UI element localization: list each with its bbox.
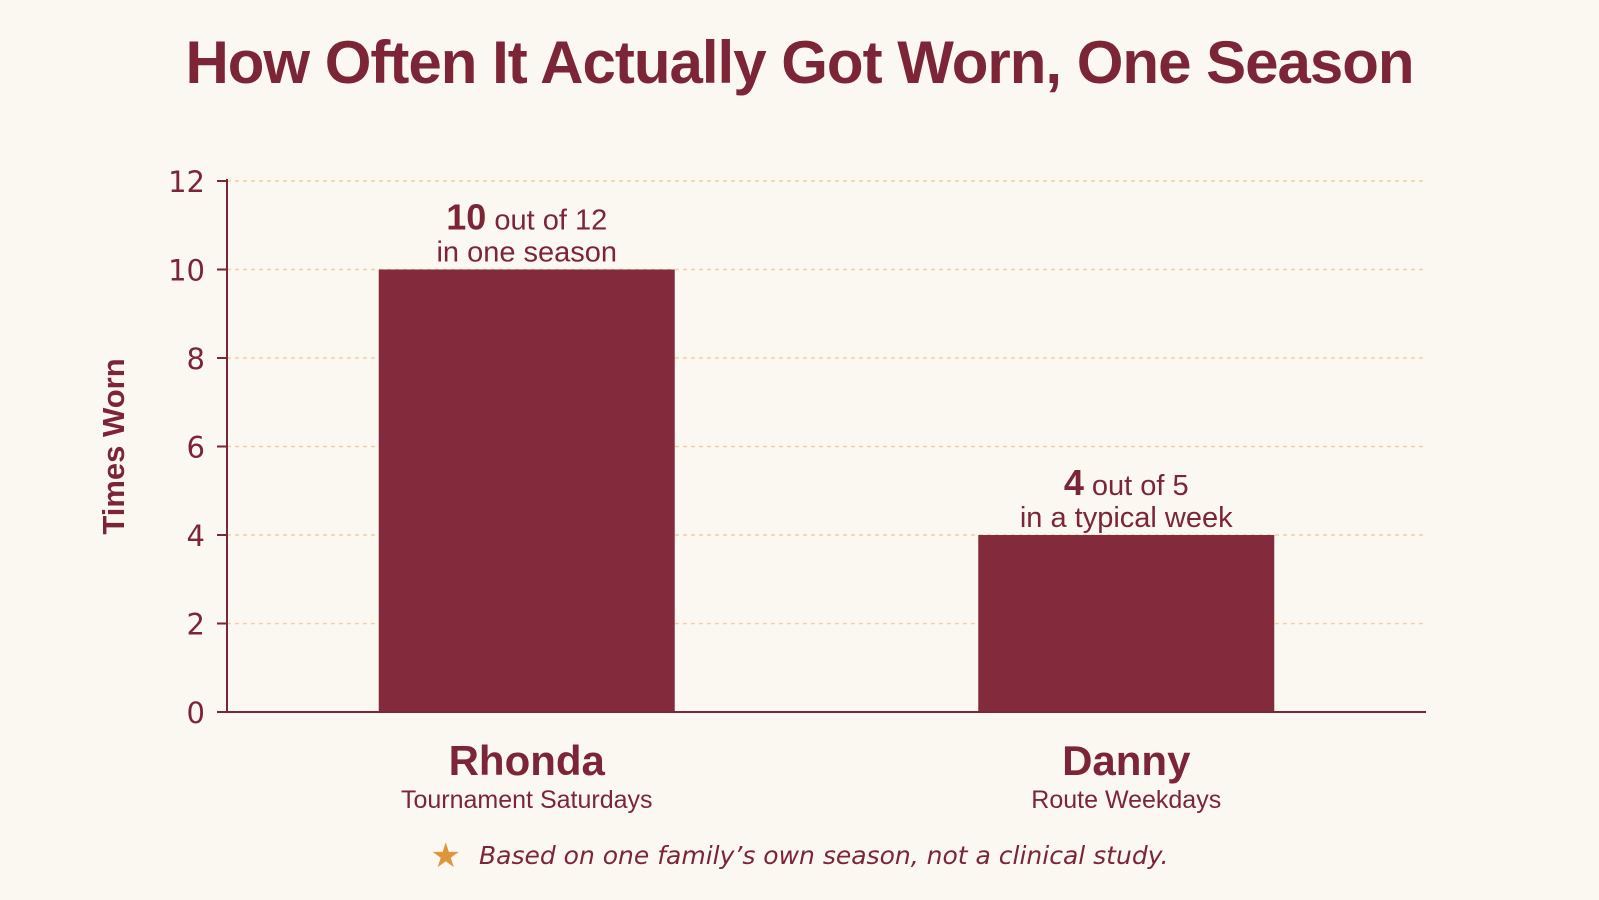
y-tick-label: 2	[187, 608, 205, 642]
bar-value-sublabel: in a typical week	[1020, 502, 1233, 534]
x-category-sublabel: Tournament Saturdays	[401, 786, 653, 814]
footnote: ★ Based on one family’s own season, not a…	[0, 836, 1599, 876]
y-tick-label: 6	[187, 431, 205, 465]
bars	[378, 269, 1275, 712]
y-tick-label: 4	[187, 519, 205, 553]
bar-value-label: 4 out of 5	[1064, 462, 1189, 503]
chart-title: How Often It Actually Got Worn, One Seas…	[185, 29, 1414, 96]
y-tick-label: 8	[187, 342, 205, 376]
bar	[378, 269, 675, 712]
y-ticks: 0 2 4 6 8 10 12	[168, 165, 227, 730]
footnote-text: Based on one family’s own season, not a …	[478, 841, 1169, 870]
bar	[978, 535, 1275, 712]
x-category-sublabel: Route Weekdays	[1031, 786, 1221, 814]
star-icon: ★	[430, 836, 461, 876]
y-tick-label: 12	[168, 165, 205, 199]
y-tick-label: 0	[187, 696, 205, 730]
y-tick-label: 10	[168, 254, 205, 288]
y-axis-title: Times Worn	[96, 358, 131, 534]
bar-value-label: 10 out of 12	[446, 197, 607, 238]
bar-value-sublabel: in one season	[436, 237, 617, 269]
x-category-label: Rhonda	[449, 737, 606, 784]
x-category-label: Danny	[1062, 737, 1191, 784]
